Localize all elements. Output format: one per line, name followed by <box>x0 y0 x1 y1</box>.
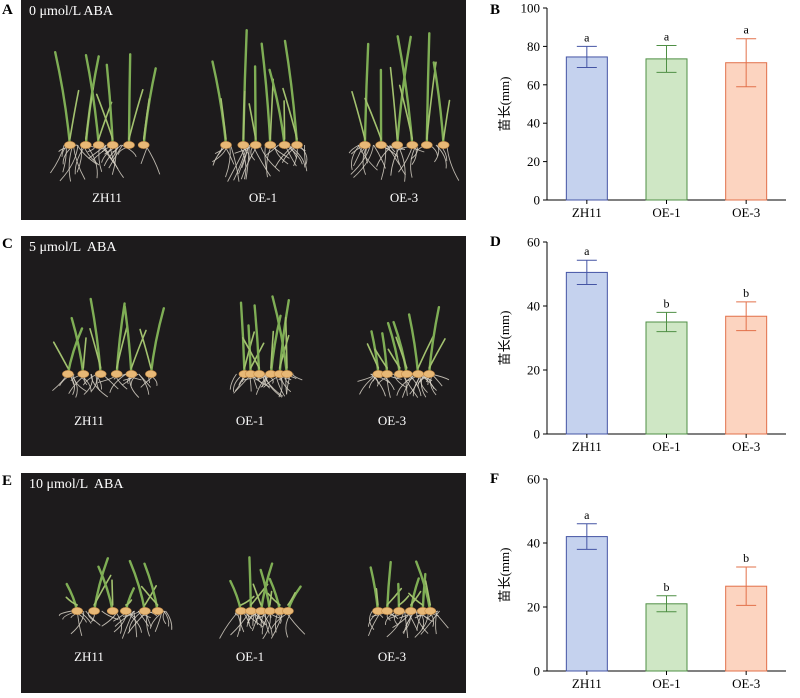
y-axis-label: 苗长(mm) <box>497 311 512 366</box>
x-tick-label: OE-1 <box>652 439 680 454</box>
seedling-drawing <box>58 556 449 640</box>
bar-oe-1 <box>645 58 688 201</box>
seedling-photo-0-aba: 0 μmol/L ABA ZH11 OE-1 OE-3 <box>21 0 466 220</box>
seedling-group-oe-1 <box>211 29 308 182</box>
seedling-group-oe-1 <box>229 295 303 398</box>
panel-letter-d: D <box>490 234 501 250</box>
y-tick-label: 0 <box>534 664 541 679</box>
y-tick-label: 0 <box>534 427 541 442</box>
y-tick-label: 0 <box>534 193 541 208</box>
y-tick-label: 60 <box>527 77 540 92</box>
significance-letter: a <box>664 29 670 43</box>
panel-letter-e: E <box>2 473 13 489</box>
bar-zh11 <box>565 56 608 201</box>
y-tick-label: 60 <box>527 472 540 487</box>
bar-oe-1 <box>645 321 688 435</box>
significance-letter: a <box>584 508 590 522</box>
seedling-group-oe-3 <box>367 560 449 639</box>
x-tick-label: ZH11 <box>572 439 602 454</box>
panel-letter-b: B <box>490 2 501 18</box>
seedling-group-oe-3 <box>357 306 450 398</box>
significance-letter: b <box>743 286 749 300</box>
y-axis-label: 苗长(mm) <box>497 548 512 603</box>
bar-zh11 <box>565 536 608 672</box>
genotype-label-oe1: OE-1 <box>235 649 265 664</box>
y-tick-label: 100 <box>521 1 541 16</box>
y-tick-label: 40 <box>527 536 540 551</box>
significance-letter: a <box>744 23 750 37</box>
x-tick-label: OE-3 <box>732 676 760 691</box>
seedling-length-chart-f: 0 20 40 60 苗长(mm) a ZH11 b OE-1 b OE-3 <box>490 471 800 693</box>
x-tick-label: OE-3 <box>732 439 760 454</box>
bar-chart-d: 0 20 40 60 苗长(mm) a ZH11 b OE-1 b OE-3 <box>497 235 786 454</box>
seedling-group-zh11 <box>52 297 165 398</box>
y-tick-label: 20 <box>527 600 540 615</box>
significance-letter: b <box>664 580 670 594</box>
y-tick-label: 40 <box>527 116 540 131</box>
genotype-label-zh11: ZH11 <box>92 190 122 205</box>
bar-oe-1 <box>645 603 688 672</box>
genotype-label-oe3: OE-3 <box>377 649 407 664</box>
significance-letter: a <box>584 244 590 258</box>
significance-letter: b <box>664 296 670 310</box>
x-tick-label: ZH11 <box>572 676 602 691</box>
significance-letter: b <box>743 551 749 565</box>
y-tick-label: 20 <box>527 363 540 378</box>
significance-letter: a <box>584 30 590 44</box>
x-tick-label: OE-1 <box>652 205 680 220</box>
bar-chart-b: 0 20 40 60 80 100 苗长(mm) a ZH11 a OE-1 a OE-3 <box>497 1 786 220</box>
seedling-drawing <box>52 295 450 398</box>
y-tick-label: 80 <box>527 39 540 54</box>
bar-zh11 <box>565 271 608 435</box>
seedling-length-chart-d: 0 20 40 60 苗长(mm) a ZH11 b OE-1 b OE-3 <box>490 234 800 456</box>
genotype-label-zh11: ZH11 <box>74 649 104 664</box>
condition-label: 5 μmol/L ABA <box>29 240 117 255</box>
condition-label: 10 μmol/L ABA <box>29 477 124 492</box>
bar-chart-f: 0 20 40 60 苗长(mm) a ZH11 b OE-1 b OE-3 <box>497 472 786 691</box>
seedling-length-chart-b: 0 20 40 60 80 100 苗长(mm) a ZH11 a OE-1 a OE-3 <box>490 0 800 222</box>
panel-letter-f: F <box>490 471 500 487</box>
panel-letter-a: A <box>2 2 13 18</box>
genotype-label-oe1: OE-1 <box>235 413 265 428</box>
genotype-label-zh11: ZH11 <box>74 413 104 428</box>
seedling-group-zh11 <box>50 51 161 182</box>
seedling-drawing <box>50 29 460 182</box>
seedling-photo-10-aba: 10 μmol/L ABA ZH11 OE-1 OE-3 <box>21 473 466 693</box>
condition-label: 0 μmol/L ABA <box>29 4 113 19</box>
panel-letter-c: C <box>2 236 13 252</box>
y-tick-label: 20 <box>527 154 540 169</box>
y-tick-label: 60 <box>527 235 540 250</box>
seedling-group-oe-3 <box>348 32 460 182</box>
seedling-group-zh11 <box>58 557 173 639</box>
x-tick-label: ZH11 <box>572 205 602 220</box>
y-tick-label: 40 <box>527 299 540 314</box>
bar-oe-3 <box>725 315 768 435</box>
y-axis-label: 苗长(mm) <box>497 77 512 132</box>
genotype-label-oe3: OE-3 <box>389 190 419 205</box>
x-tick-label: OE-1 <box>652 676 680 691</box>
x-tick-label: OE-3 <box>732 205 760 220</box>
genotype-label-oe3: OE-3 <box>377 413 407 428</box>
seedling-group-oe-1 <box>219 556 306 640</box>
seedling-photo-5-aba: 5 μmol/L ABA ZH11 OE-1 OE-3 <box>21 236 466 456</box>
genotype-label-oe1: OE-1 <box>248 190 278 205</box>
